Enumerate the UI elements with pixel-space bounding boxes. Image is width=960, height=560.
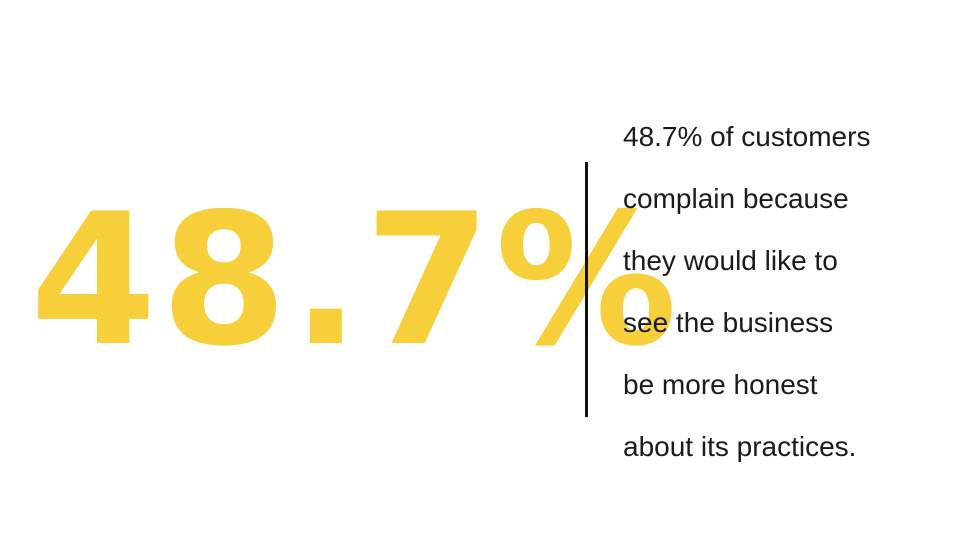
stat-description: 48.7% of customers complain because they… — [623, 106, 943, 478]
description-line: about its practices. — [623, 431, 857, 462]
description-line: see the business — [623, 307, 834, 338]
description-line: complain because — [623, 183, 849, 214]
stat-percentage: 48.7% — [30, 174, 682, 386]
vertical-divider — [585, 162, 588, 417]
description-line: 48.7% of customers — [623, 121, 871, 152]
description-line: be more honest — [623, 369, 818, 400]
description-line: they would like to — [623, 245, 838, 276]
